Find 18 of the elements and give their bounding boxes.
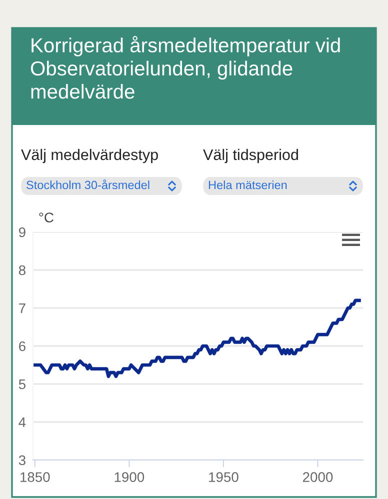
text: Stockholm 30-årsmedel	[26, 180, 150, 190]
line-series	[33, 298, 361, 378]
text: Hela mätserien	[208, 180, 287, 190]
chart-title: Korrigerad årsmedeltemperatur vid Observatorielunden, glidande medelvärde	[30, 36, 340, 99]
y-tick-label: 4	[18, 417, 26, 428]
x-tick-label: 1850	[20, 472, 50, 482]
x-tick-label: 1900	[114, 472, 144, 482]
y-tick-label: 8	[18, 265, 26, 276]
x-tick-label: 1950	[209, 472, 238, 482]
y-tick-label: 5	[18, 379, 26, 390]
text: Välj medelvärdestyp	[21, 148, 158, 164]
y-tick-label: 3	[18, 455, 26, 466]
x-tick-label: 2000	[302, 472, 333, 482]
text: Välj tidsperiod	[203, 148, 298, 164]
y-axis-title: °C	[39, 212, 54, 222]
y-tick-label: 9	[18, 227, 26, 238]
y-tick-label: 6	[19, 341, 26, 352]
y-tick-label: 7	[19, 303, 26, 314]
